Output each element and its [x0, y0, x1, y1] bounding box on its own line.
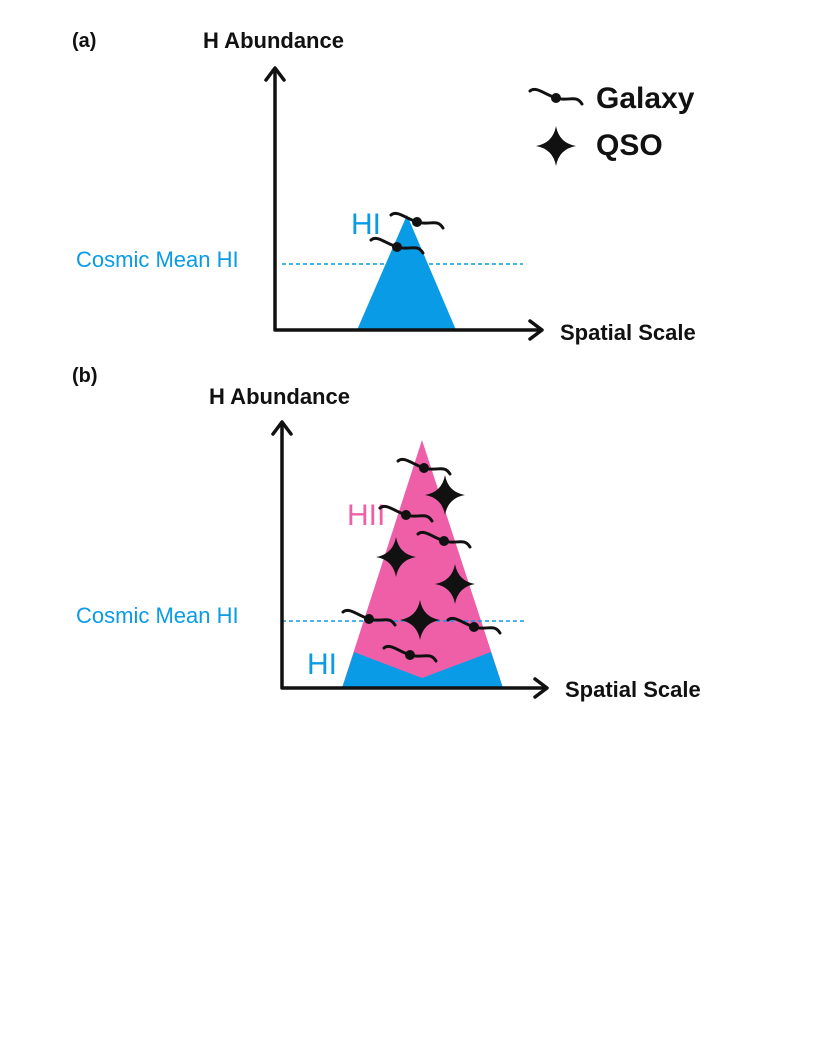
panel-a-x-arrowhead	[528, 319, 544, 341]
panel-b-hii-triangle	[342, 440, 503, 688]
panel-a	[264, 66, 544, 341]
panel-b-x-arrowhead	[533, 677, 549, 699]
legend-qso-label: QSO	[596, 129, 663, 162]
galaxy-icon	[528, 87, 584, 106]
panel-b-hi-label: HI	[307, 648, 337, 681]
panel-b-axes	[271, 420, 549, 699]
panel-a-hi-triangle	[357, 215, 456, 330]
panel-a-axis-lines	[273, 68, 542, 332]
panel-b-y-arrowhead	[271, 420, 293, 436]
panel-b-x-axis-label: Spatial Scale	[565, 677, 701, 702]
panel-b-axis-lines	[280, 422, 547, 690]
panel-a-galaxy-icon-1	[389, 211, 445, 230]
panel-b-hii-label: HII	[347, 499, 386, 532]
panel-b-hi-base	[342, 652, 503, 688]
panel-b	[271, 420, 549, 699]
panel-a-y-arrowhead	[264, 66, 286, 82]
panel-a-label: (a)	[72, 30, 97, 52]
panel-b-label: (b)	[72, 365, 98, 387]
panel-a-y-axis-label: H Abundance	[203, 28, 344, 53]
panel-a-axes	[264, 66, 544, 341]
panel-a-mean-label: Cosmic Mean HI	[76, 247, 239, 272]
panel-a-x-axis-label: Spatial Scale	[560, 320, 696, 345]
panel-b-y-axis-label: H Abundance	[209, 384, 350, 409]
panel-b-mean-label: Cosmic Mean HI	[76, 603, 239, 628]
legend	[528, 87, 584, 166]
four-point-star-icon	[536, 126, 576, 166]
panel-a-hi-label: HI	[351, 208, 381, 241]
legend-galaxy-label: Galaxy	[596, 82, 695, 115]
